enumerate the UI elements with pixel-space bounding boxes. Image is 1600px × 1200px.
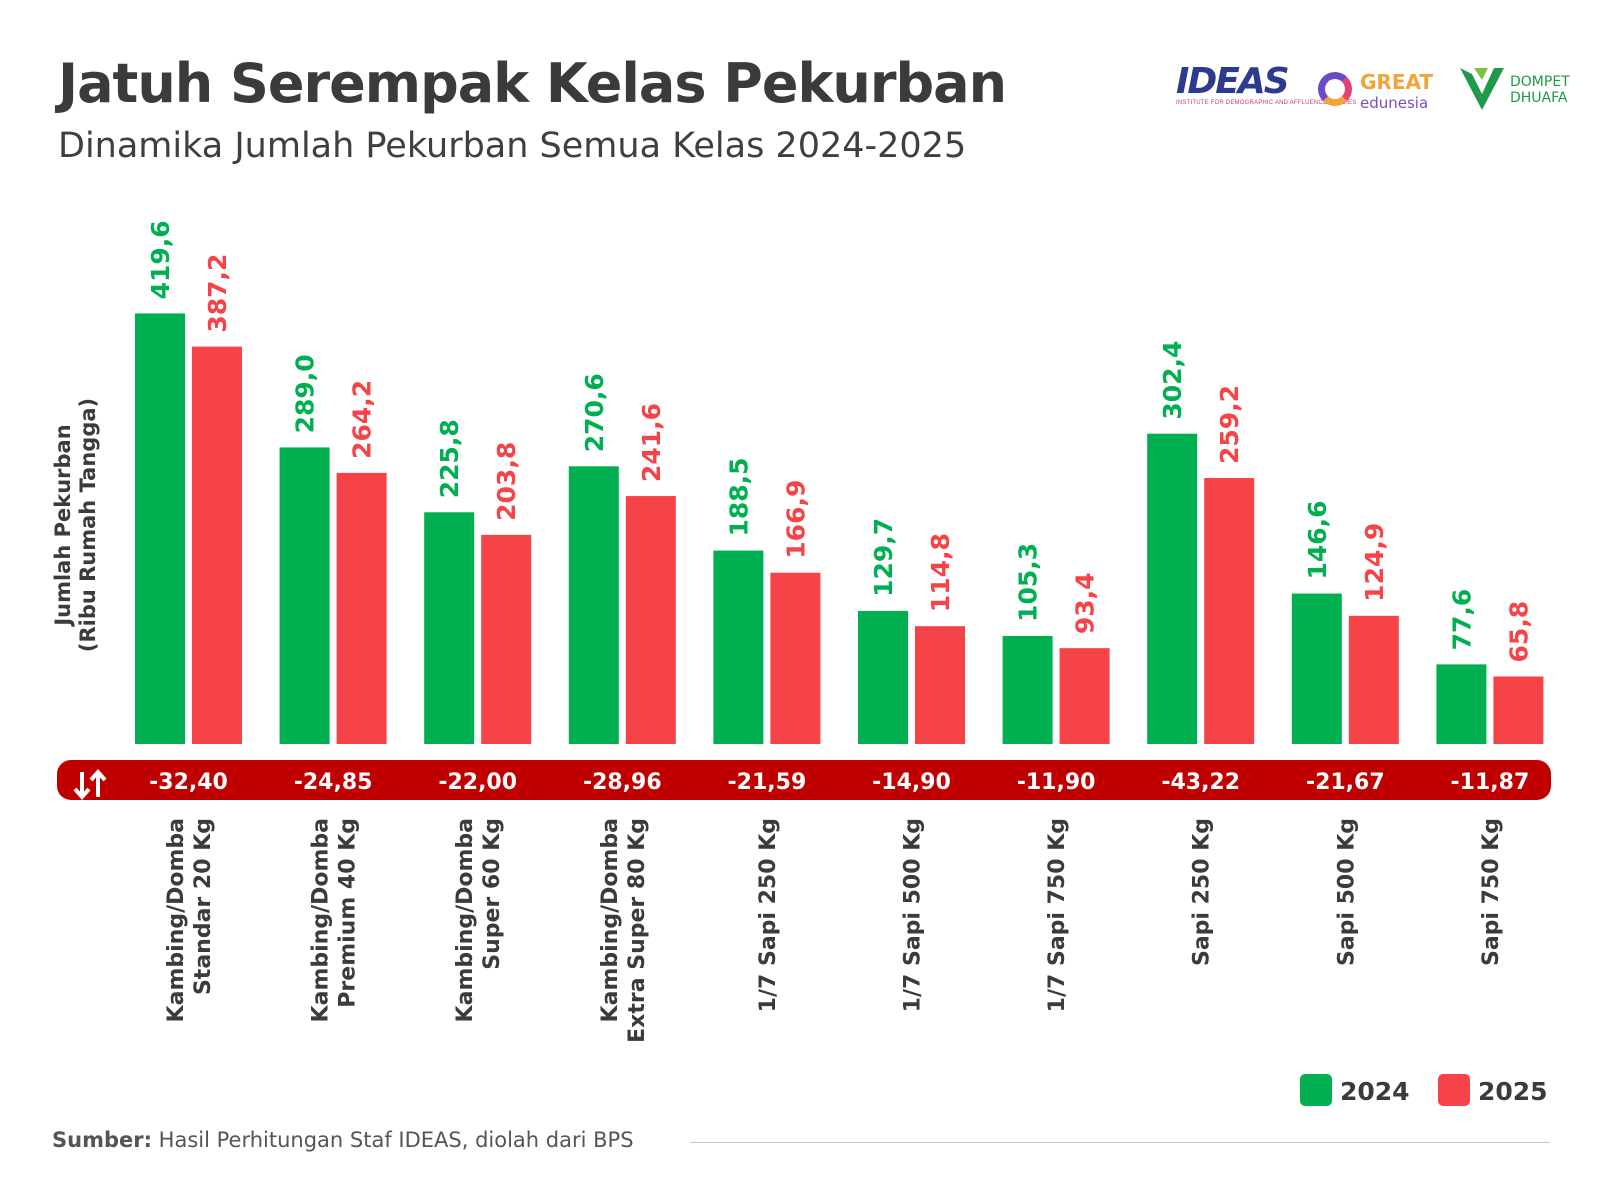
data-label-2024: 289,0	[291, 354, 320, 433]
legend-swatch-2024	[1300, 1074, 1332, 1106]
dompet-dhuafa-line1: DOMPET	[1510, 74, 1570, 90]
category-label: Extra Super 80 Kg	[625, 818, 650, 1043]
data-label-2024: 302,4	[1158, 341, 1187, 420]
data-label-2025: 166,9	[781, 480, 810, 559]
bar-2024	[568, 466, 619, 744]
bar-2025	[336, 472, 387, 744]
bar-2024	[858, 610, 908, 744]
source-text: Hasil Perhitungan Staf IDEAS, diolah dar…	[152, 1128, 634, 1152]
category-label: 1/7 Sapi 500 Kg	[901, 818, 926, 1012]
difference-label: -43,22	[1161, 770, 1240, 795]
data-label-2024: 270,6	[580, 373, 609, 452]
dompet-dhuafa-logo: DOMPET DHUAFA	[1458, 64, 1578, 114]
chart-subtitle: Dinamika Jumlah Pekurban Semua Kelas 202…	[58, 126, 967, 166]
chart-title: Jatuh Serempak Kelas Pekurban	[58, 52, 1007, 115]
bar-2024	[424, 512, 475, 744]
legend-label-2025: 2025	[1478, 1077, 1548, 1106]
data-label-2024: 129,7	[869, 518, 898, 597]
data-label-2024: 188,5	[724, 457, 753, 536]
data-label-2024: 105,3	[1014, 543, 1043, 622]
up-down-arrows-icon	[73, 768, 107, 801]
great-logo-subtitle: edunesia	[1360, 94, 1429, 112]
category-label: Sapi 500 Kg	[1334, 818, 1359, 966]
bar-2024	[713, 550, 764, 744]
difference-label: -14,90	[872, 770, 951, 795]
data-label-2025: 124,9	[1360, 523, 1389, 602]
bar-2024	[279, 447, 330, 744]
data-label-2025: 264,2	[348, 380, 377, 459]
data-label-2025: 65,8	[1504, 601, 1533, 663]
bar-2025	[1348, 615, 1399, 744]
category-label: Super 60 Kg	[480, 818, 505, 970]
great-ring-icon	[1318, 72, 1352, 106]
bar-2025	[1493, 676, 1544, 744]
source-label: Sumber:	[52, 1128, 152, 1152]
difference-label: -22,00	[438, 770, 517, 795]
great-logo-word: GREAT	[1360, 70, 1434, 94]
data-label-2025: 259,2	[1215, 385, 1244, 464]
data-label-2025: 241,6	[637, 403, 666, 482]
data-label-2024: 77,6	[1447, 589, 1476, 651]
y-axis-label-line: (Ribu Rumah Tangga)	[76, 398, 100, 652]
category-label: Kambing/Domba	[598, 818, 623, 1022]
category-label: Kambing/Domba	[164, 818, 189, 1022]
great-edunesia-logo: GREAT edunesia	[1318, 64, 1458, 114]
difference-label: -11,87	[1451, 770, 1530, 795]
category-label: 1/7 Sapi 250 Kg	[756, 818, 781, 1012]
data-label-2025: 387,2	[203, 254, 232, 333]
data-label-2024: 146,6	[1303, 500, 1332, 579]
data-label-2025: 114,8	[926, 533, 955, 612]
category-label: Kambing/Domba	[309, 818, 334, 1022]
difference-label: -28,96	[583, 770, 662, 795]
data-label-2024: 419,6	[146, 220, 175, 299]
bar-2025	[1059, 648, 1110, 744]
difference-label: -21,67	[1306, 770, 1385, 795]
bar-2024	[1436, 664, 1487, 744]
bar-2024	[1291, 593, 1342, 744]
category-label: Sapi 750 Kg	[1479, 818, 1504, 966]
category-label: Kambing/Domba	[453, 818, 478, 1022]
ideas-logo-subtitle: INSTITUTE FOR DEMOGRAPHIC AND AFFLUENCE …	[1176, 100, 1357, 106]
legend-swatch-2025	[1438, 1074, 1470, 1106]
ideas-logo-word: IDEAS	[1176, 61, 1290, 102]
source-note: Sumber: Hasil Perhitungan Staf IDEAS, di…	[52, 1128, 634, 1152]
dompet-dhuafa-text: DOMPET DHUAFA	[1510, 74, 1570, 106]
y-axis-label: Jumlah Pekurban(Ribu Rumah Tangga)	[51, 398, 100, 652]
bar-2025	[915, 626, 965, 744]
difference-label: -24,85	[294, 770, 373, 795]
difference-label: -11,90	[1017, 770, 1096, 795]
bar-2025	[481, 534, 532, 744]
difference-label: -21,59	[728, 770, 807, 795]
difference-label: -32,40	[149, 770, 228, 795]
category-label: Standar 20 Kg	[191, 818, 216, 995]
data-label-2025: 93,4	[1071, 572, 1100, 634]
bar-2024	[1147, 433, 1198, 744]
bar-2024	[135, 313, 185, 744]
bar-2024	[1002, 635, 1053, 744]
y-axis-label-line: Jumlah Pekurban	[51, 424, 75, 627]
legend-label-2024: 2024	[1340, 1077, 1410, 1106]
category-label: 1/7 Sapi 750 Kg	[1045, 818, 1070, 1012]
dompet-dhuafa-leaf-icon	[1460, 68, 1504, 110]
data-label-2025: 203,8	[492, 442, 521, 521]
data-label-2024: 225,8	[435, 419, 464, 498]
bar-2025	[770, 572, 821, 744]
category-label: Sapi 250 Kg	[1190, 818, 1215, 966]
footer-divider	[690, 1142, 1550, 1143]
difference-band	[57, 760, 1551, 800]
category-label: Premium 40 Kg	[336, 818, 361, 1008]
dompet-dhuafa-line2: DHUAFA	[1510, 90, 1568, 106]
bar-2025	[192, 346, 242, 744]
ideas-logo: IDEAS INSTITUTE FOR DEMOGRAPHIC AND AFFL…	[1176, 64, 1356, 114]
bar-2025	[1204, 478, 1255, 744]
bar-2025	[625, 496, 676, 744]
